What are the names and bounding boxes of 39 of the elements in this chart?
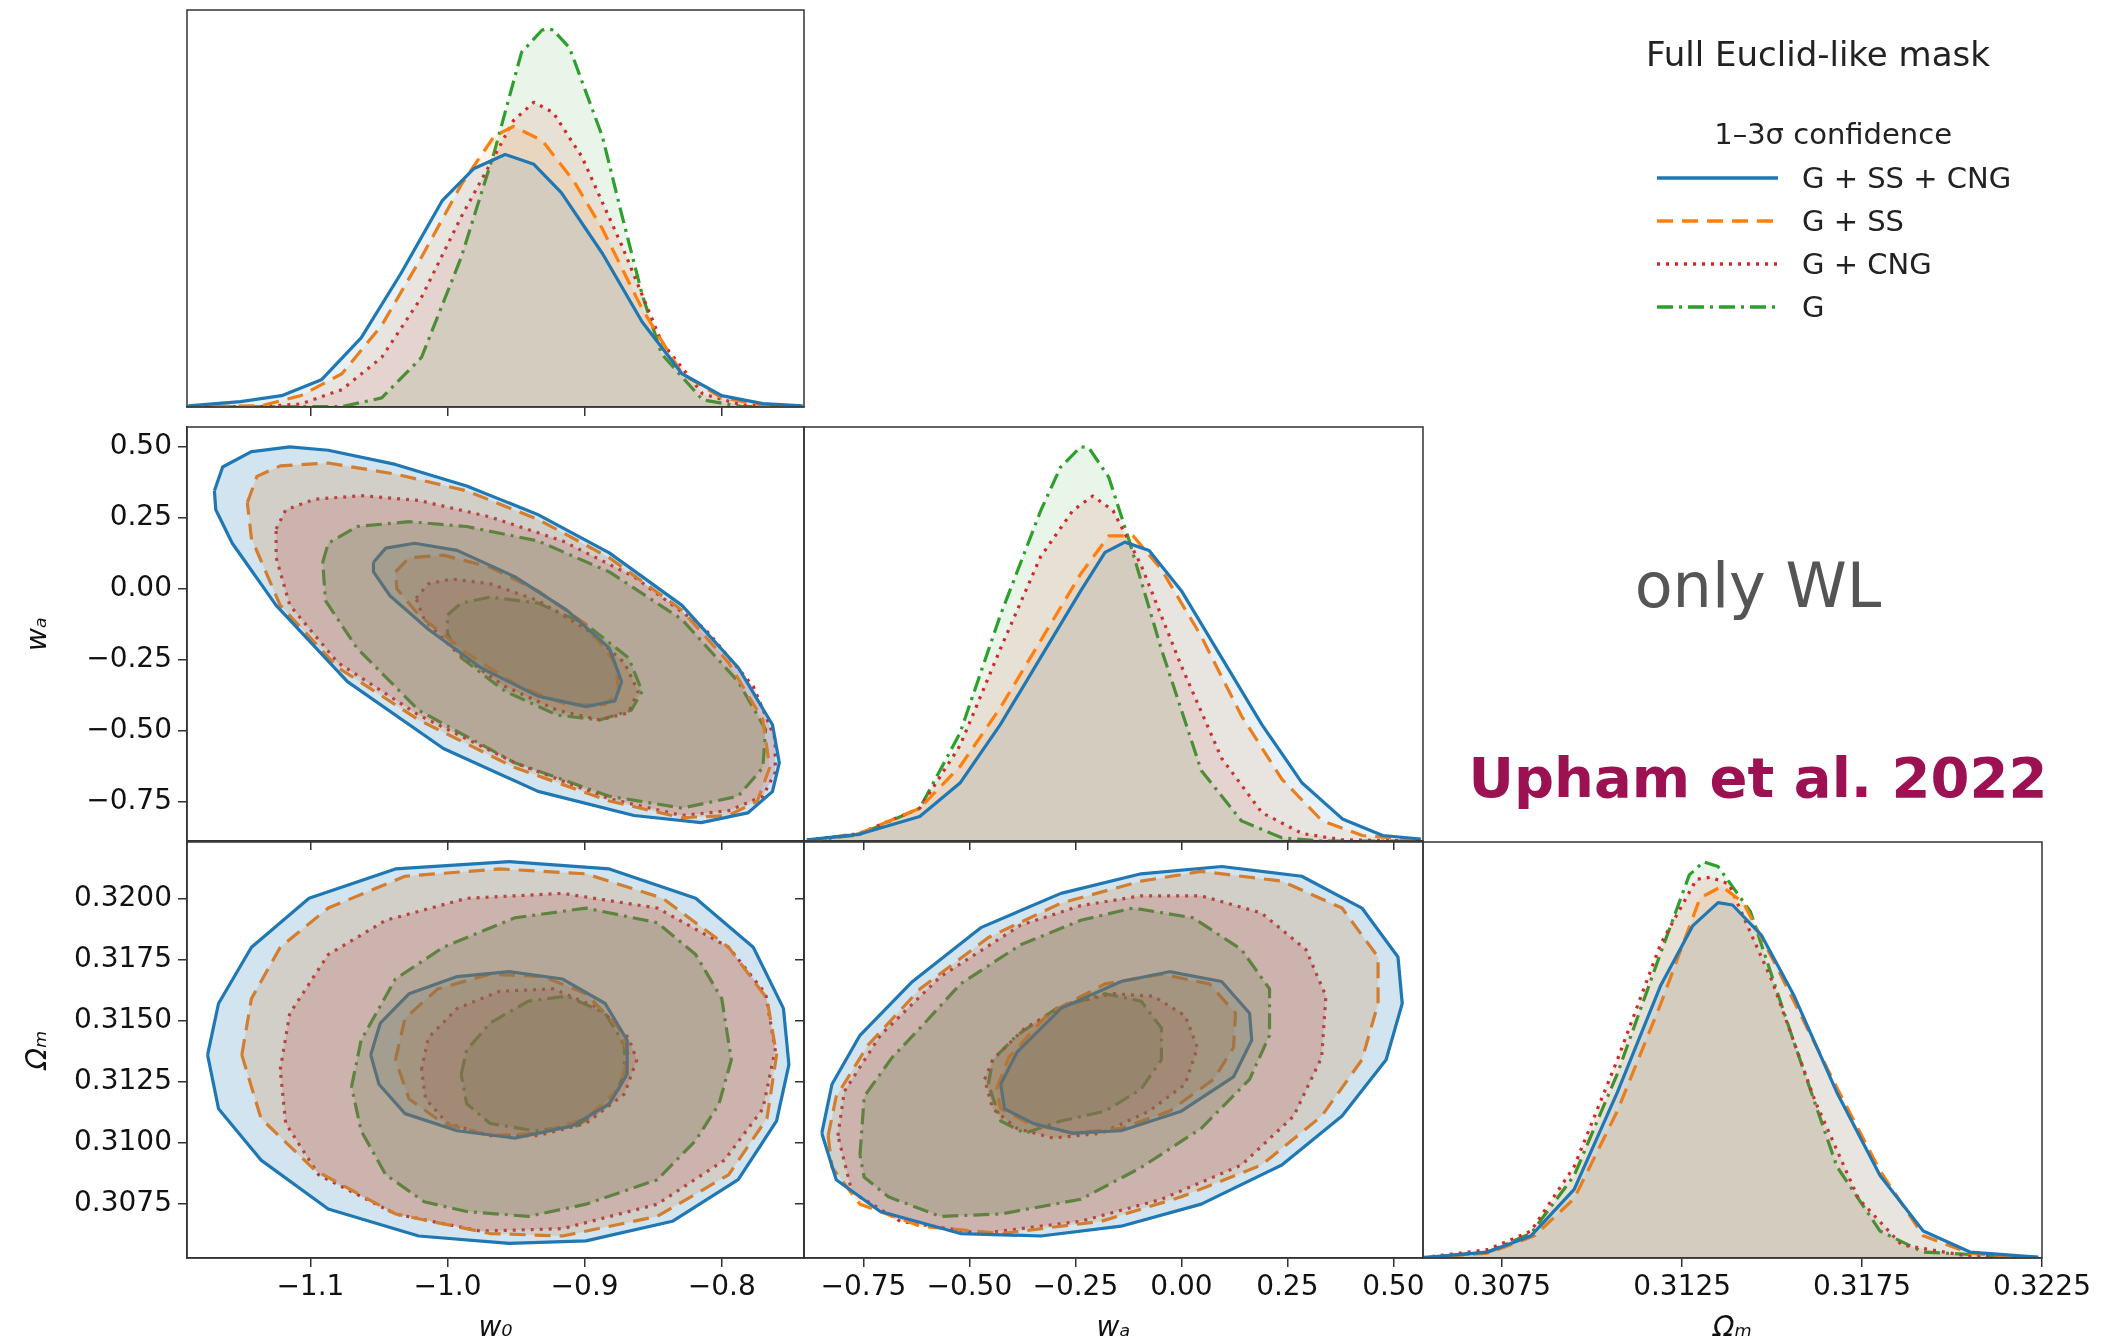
x-tick-label: 0.50: [1362, 1269, 1425, 1303]
x-tick-label: −0.25: [1032, 1269, 1119, 1303]
y-tick-label: 0.25: [109, 499, 172, 533]
x-tick-label: 0.3075: [1453, 1269, 1552, 1303]
x-tick-label: 0.25: [1256, 1269, 1319, 1303]
x-tick-label: −0.8: [687, 1269, 756, 1303]
y-tick-label: 0.3200: [74, 879, 172, 913]
y-tick-label: 0.3150: [74, 1001, 172, 1035]
y-tick-label: 0.00: [109, 569, 172, 603]
y-axis-title: Ωₘ: [20, 1030, 54, 1071]
y-tick-label: 0.3175: [74, 940, 172, 974]
x-tick-label: −0.50: [926, 1269, 1013, 1303]
legend-label: G + CNG: [1802, 246, 1932, 281]
x-tick-label: 0.3175: [1813, 1269, 1912, 1303]
x-tick-label: 0.3225: [1993, 1269, 2091, 1303]
y-axis-title: wₐ: [20, 617, 54, 651]
x-tick-label: −0.9: [550, 1269, 619, 1303]
x-tick-label: 0.3125: [1633, 1269, 1732, 1303]
y-tick-label: −0.75: [86, 782, 172, 816]
legend-label: G + SS: [1802, 203, 1905, 238]
x-axis-title: w₀: [478, 1310, 513, 1343]
x-axis-title: wₐ: [1096, 1310, 1131, 1343]
y-tick-label: 0.50: [109, 428, 172, 462]
legend-label: G + SS + CNG: [1802, 160, 2012, 195]
y-tick-label: −0.50: [86, 711, 172, 745]
text: Full Euclid-like mask: [1646, 34, 1990, 74]
x-axis-title: Ωₘ: [1712, 1310, 1752, 1343]
x-tick-label: 0.00: [1150, 1269, 1213, 1303]
legend-title: 1–3σ confidence: [1713, 116, 1953, 153]
x-tick-label: −0.75: [820, 1269, 907, 1303]
text: Upham et al. 2022: [1468, 744, 2048, 810]
legend-label: G: [1802, 289, 1825, 324]
y-tick-label: −0.25: [86, 640, 172, 674]
y-tick-label: 0.3100: [74, 1124, 172, 1158]
x-tick-label: −1.1: [276, 1269, 345, 1303]
y-tick-label: 0.3075: [74, 1185, 172, 1219]
y-tick-label: 0.3125: [74, 1063, 172, 1097]
text: only WL: [1634, 548, 1882, 622]
x-tick-label: −1.0: [413, 1269, 482, 1303]
